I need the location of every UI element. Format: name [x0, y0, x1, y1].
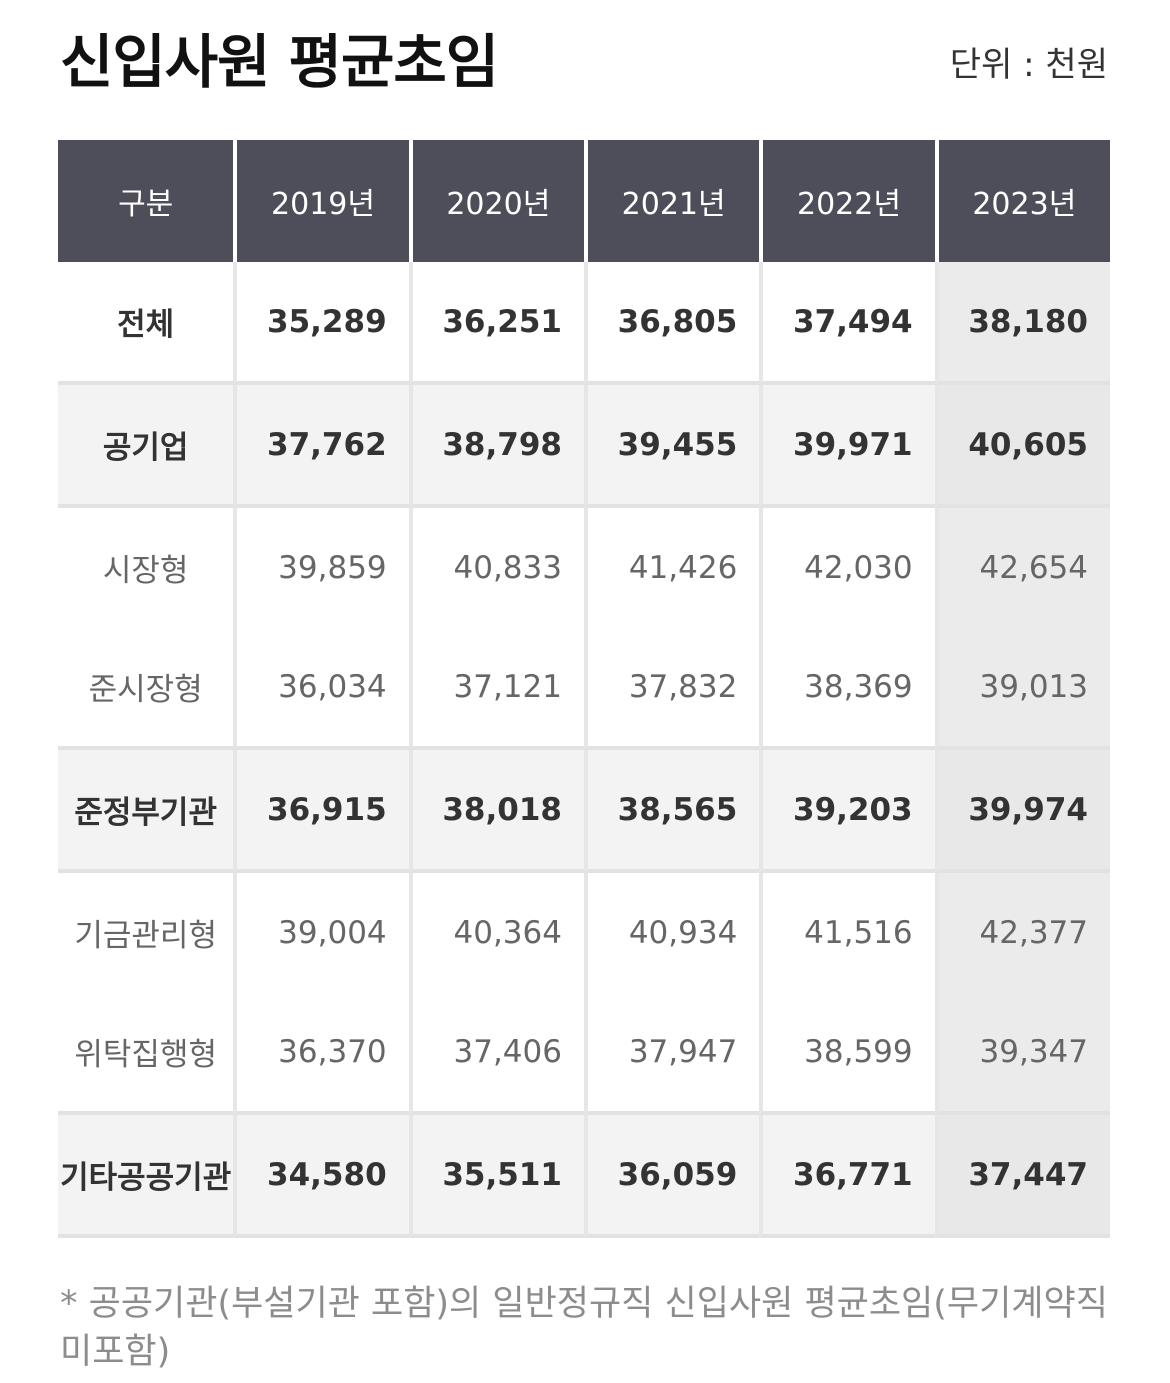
table-cell: 35,289 [233, 262, 409, 385]
table-cell: 36,370 [233, 992, 409, 1115]
table-cell: 38,180 [934, 262, 1110, 385]
table-cell: 37,406 [408, 992, 584, 1115]
header-year: 2020년 [408, 140, 584, 262]
table-cell: 40,364 [408, 873, 584, 992]
unit-label: 단위 : 천원 [949, 45, 1108, 85]
table-cell: 39,974 [934, 750, 1110, 873]
table-cell: 42,377 [934, 873, 1110, 992]
header-year: 2021년 [583, 140, 760, 262]
row-label: 공기업 [58, 385, 234, 508]
page-title: 신입사원 평균초임 [60, 28, 499, 96]
table-cell: 39,203 [759, 750, 935, 873]
table-cell: 38,599 [759, 992, 935, 1115]
table-cell: 40,605 [934, 385, 1110, 508]
table-cell: 37,947 [583, 992, 760, 1115]
table-cell: 37,494 [759, 262, 935, 385]
table-row: 준시장형 36,034 37,121 37,832 38,369 39,013 [58, 627, 1110, 750]
table-cell: 42,654 [934, 508, 1110, 627]
row-label: 위탁집행형 [58, 992, 234, 1115]
footnote: * 공공기관(부설기관 포함)의 일반정규직 신입사원 평균초임(무기계약직 미… [60, 1284, 1108, 1372]
table-cell: 38,798 [408, 385, 584, 508]
salary-table: 구분 2019년 2020년 2021년 2022년 2023년 전체 35,2… [58, 140, 1110, 1238]
header-category: 구분 [58, 140, 234, 262]
table-cell: 42,030 [759, 508, 935, 627]
table-cell: 39,347 [934, 992, 1110, 1115]
table-cell: 38,369 [759, 627, 935, 750]
table-cell: 41,426 [583, 508, 760, 627]
row-label: 준정부기관 [58, 750, 234, 873]
row-label: 전체 [58, 262, 234, 385]
table-cell: 36,805 [583, 262, 760, 385]
header-year: 2023년 [934, 140, 1110, 262]
table-cell: 37,447 [934, 1115, 1110, 1238]
table-cell: 36,251 [408, 262, 584, 385]
header-year: 2022년 [759, 140, 935, 262]
table-header-row: 구분 2019년 2020년 2021년 2022년 2023년 [58, 140, 1110, 262]
table-row: 위탁집행형 36,370 37,406 37,947 38,599 39,347 [58, 992, 1110, 1115]
table-cell: 38,565 [583, 750, 760, 873]
table-cell: 39,859 [233, 508, 409, 627]
table-row: 기타공공기관 34,580 35,511 36,059 36,771 37,44… [58, 1115, 1110, 1238]
table-cell: 40,833 [408, 508, 584, 627]
row-label: 준시장형 [58, 627, 234, 750]
table-row: 공기업 37,762 38,798 39,455 39,971 40,605 [58, 385, 1110, 508]
row-label: 기타공공기관 [58, 1115, 234, 1238]
table-cell: 39,004 [233, 873, 409, 992]
table-cell: 39,455 [583, 385, 760, 508]
table-cell: 40,934 [583, 873, 760, 992]
table-row: 기금관리형 39,004 40,364 40,934 41,516 42,377 [58, 873, 1110, 992]
table-cell: 36,059 [583, 1115, 760, 1238]
table-cell: 36,034 [233, 627, 409, 750]
table-cell: 41,516 [759, 873, 935, 992]
table-row: 준정부기관 36,915 38,018 38,565 39,203 39,974 [58, 750, 1110, 873]
table-cell: 36,771 [759, 1115, 935, 1238]
row-label: 시장형 [58, 508, 234, 627]
header-year: 2019년 [233, 140, 409, 262]
table-cell: 37,121 [408, 627, 584, 750]
table-row: 시장형 39,859 40,833 41,426 42,030 42,654 [58, 508, 1110, 627]
table-cell: 39,013 [934, 627, 1110, 750]
table-cell: 34,580 [233, 1115, 409, 1238]
table-cell: 35,511 [408, 1115, 584, 1238]
table-cell: 36,915 [233, 750, 409, 873]
table-cell: 39,971 [759, 385, 935, 508]
table-cell: 37,762 [233, 385, 409, 508]
row-label: 기금관리형 [58, 873, 234, 992]
table-row-total: 전체 35,289 36,251 36,805 37,494 38,180 [58, 262, 1110, 385]
table-cell: 38,018 [408, 750, 584, 873]
table-cell: 37,832 [583, 627, 760, 750]
